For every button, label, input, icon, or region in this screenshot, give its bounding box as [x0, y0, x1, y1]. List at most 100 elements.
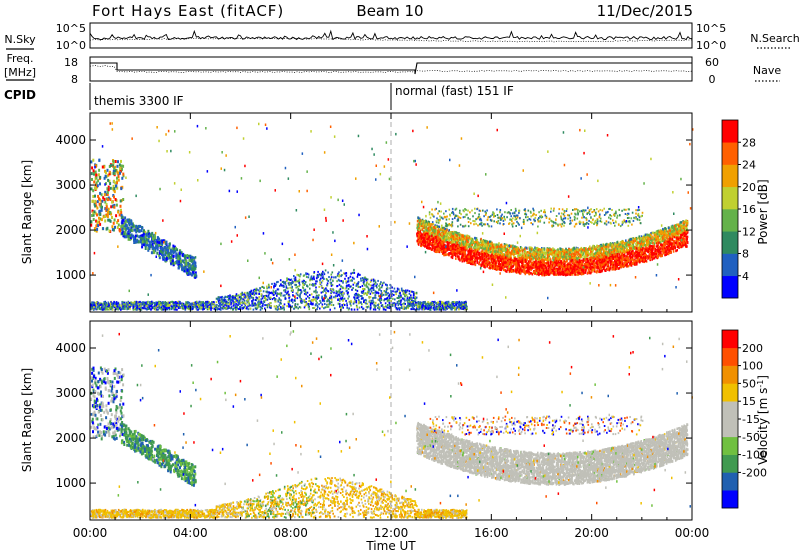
- ground-scatter-echo: [330, 273, 333, 276]
- ground-scatter-echo: [281, 307, 283, 310]
- ground-scatter-echo: [210, 308, 212, 311]
- ground-scatter-echo: [346, 302, 348, 305]
- ground-scatter-echo: [284, 281, 287, 284]
- ground-scatter-echo: [179, 302, 181, 305]
- ground-scatter-echo: [460, 306, 462, 309]
- ground-scatter-echo: [196, 300, 198, 303]
- early-echo: [111, 225, 114, 229]
- ground-scatter-echo: [369, 304, 372, 307]
- ground-scatter-echo: [213, 307, 216, 310]
- ground-scatter-echo: [112, 302, 115, 305]
- ground-scatter-echo: [269, 304, 271, 307]
- ground-scatter-echo: [125, 301, 128, 304]
- date-title: 11/Dec/2015: [597, 2, 693, 20]
- early-echo: [106, 193, 109, 196]
- ground-scatter-echo: [117, 302, 119, 305]
- ground-scatter-echo: [134, 302, 137, 305]
- ground-scatter-echo: [410, 298, 412, 301]
- morning-echo: [145, 238, 148, 242]
- ground-scatter-echo: [300, 291, 303, 294]
- ground-scatter-echo: [365, 302, 367, 305]
- ground-scatter-echo: [107, 306, 110, 308]
- ground-scatter-echo: [372, 308, 375, 311]
- early-echo: [106, 187, 109, 191]
- ground-scatter-echo: [415, 296, 418, 299]
- ground-scatter-echo: [121, 306, 124, 309]
- ground-scatter-echo: [251, 302, 253, 305]
- ground-scatter-echo: [175, 301, 177, 303]
- ground-scatter-echo: [125, 305, 127, 308]
- ground-scatter-echo: [413, 305, 416, 308]
- ground-scatter-echo: [369, 302, 372, 305]
- ground-scatter-echo: [260, 289, 262, 292]
- ground-scatter-echo: [187, 307, 190, 309]
- ground-scatter-echo: [305, 303, 308, 306]
- ground-scatter-echo: [318, 294, 320, 297]
- ground-scatter-echo: [160, 308, 163, 311]
- ground-scatter-echo: [202, 303, 204, 306]
- ground-scatter-echo: [275, 308, 277, 311]
- ground-scatter-echo: [367, 287, 370, 290]
- early-echo: [94, 211, 97, 215]
- ground-scatter-echo: [344, 272, 346, 275]
- ground-scatter-echo: [435, 302, 437, 305]
- ground-scatter-echo: [425, 307, 428, 310]
- ground-scatter-echo: [465, 300, 467, 303]
- ground-scatter-echo: [367, 305, 370, 308]
- ground-scatter-echo: [225, 301, 227, 304]
- ground-scatter-echo: [124, 303, 126, 306]
- ground-scatter-echo: [357, 283, 359, 286]
- ground-scatter-echo: [462, 303, 464, 306]
- ground-scatter-echo: [220, 308, 222, 311]
- ground-scatter-echo: [424, 305, 426, 308]
- ground-scatter-echo: [98, 302, 101, 305]
- ground-scatter-echo: [350, 304, 352, 307]
- ground-scatter-echo: [298, 281, 300, 284]
- ground-scatter-echo: [329, 302, 331, 305]
- early-echo: [99, 213, 102, 216]
- ground-scatter-echo: [136, 307, 139, 310]
- ground-scatter-echo: [291, 289, 294, 292]
- ground-scatter-echo: [340, 285, 342, 288]
- ground-scatter-echo: [239, 305, 242, 308]
- ground-scatter-echo: [345, 274, 348, 277]
- ground-scatter-echo: [173, 306, 175, 309]
- ground-scatter-echo: [254, 299, 257, 301]
- early-echo: [111, 200, 114, 204]
- ground-scatter-echo: [400, 295, 403, 298]
- ground-scatter-echo: [362, 292, 364, 294]
- ground-scatter-echo: [221, 301, 224, 304]
- ground-scatter-echo: [200, 301, 202, 304]
- ground-scatter-echo: [193, 304, 196, 307]
- ground-scatter-echo: [345, 281, 348, 284]
- ground-scatter-echo: [363, 282, 365, 285]
- early-echo: [114, 160, 117, 163]
- ground-scatter-echo: [278, 304, 281, 307]
- ground-scatter-echo: [235, 298, 237, 301]
- ground-scatter-echo: [164, 305, 166, 308]
- ground-scatter-echo: [386, 297, 389, 299]
- ground-scatter-echo: [109, 302, 112, 305]
- early-echo: [114, 181, 117, 185]
- ground-scatter-echo: [341, 305, 344, 308]
- ground-scatter-echo: [208, 305, 210, 308]
- ground-scatter-echo: [397, 304, 400, 307]
- ground-scatter-echo: [321, 298, 324, 301]
- ground-scatter-echo: [276, 292, 279, 295]
- ground-scatter-echo: [310, 276, 312, 279]
- ground-scatter-echo: [127, 307, 129, 310]
- noise-search-line: [89, 37, 692, 43]
- ground-scatter-echo: [103, 306, 106, 309]
- ground-scatter-echo: [244, 296, 247, 299]
- ground-scatter-echo: [167, 303, 169, 305]
- ground-scatter-echo: [317, 270, 319, 273]
- morning-echo: [186, 254, 189, 257]
- ground-scatter-echo: [195, 307, 198, 310]
- early-echo: [119, 171, 121, 175]
- ground-scatter-echo: [418, 308, 420, 311]
- ground-scatter-echo: [315, 291, 317, 294]
- ground-scatter-echo: [297, 303, 299, 306]
- ground-scatter-echo: [421, 306, 424, 309]
- ground-scatter-echo: [103, 308, 105, 310]
- ground-scatter-echo: [412, 300, 414, 303]
